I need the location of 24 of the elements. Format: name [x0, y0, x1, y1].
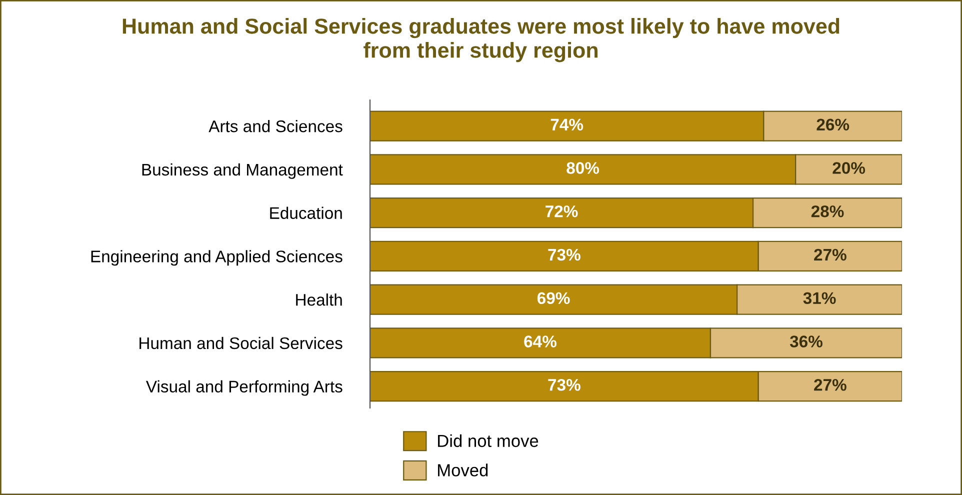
data-label: 72% [546, 205, 578, 218]
data-label: 64% [524, 336, 556, 348]
data-label: 80% [566, 162, 600, 174]
y-tick-label: Education [270, 206, 342, 219]
chart-title: Human and Social Services graduates were most likely to have moved from their study region [122, 18, 840, 62]
y-tick-label: Business and Management [142, 163, 343, 179]
data-label: 27% [814, 378, 846, 391]
data-label: 73% [548, 378, 580, 391]
y-tick-label: Human and Social Services [140, 336, 342, 350]
y-tick-label: Health [296, 294, 342, 306]
y-tick-label: Visual and Performing Arts [146, 380, 342, 396]
data-label: 36% [790, 336, 822, 348]
data-label: 27% [814, 248, 846, 261]
data-label: 28% [811, 205, 844, 218]
data-label: 31% [803, 292, 836, 304]
y-tick-label: Engineering and Applied Sciences [91, 250, 342, 266]
data-label: 20% [832, 162, 866, 174]
data-label: 74% [550, 118, 584, 130]
legend-label: Did not move [438, 434, 538, 448]
legend-label: Moved [438, 464, 488, 476]
data-label: 73% [548, 248, 580, 261]
data-label: 69% [537, 292, 570, 304]
y-tick-label: Arts and Sciences [208, 120, 342, 132]
data-label: 26% [816, 118, 850, 130]
